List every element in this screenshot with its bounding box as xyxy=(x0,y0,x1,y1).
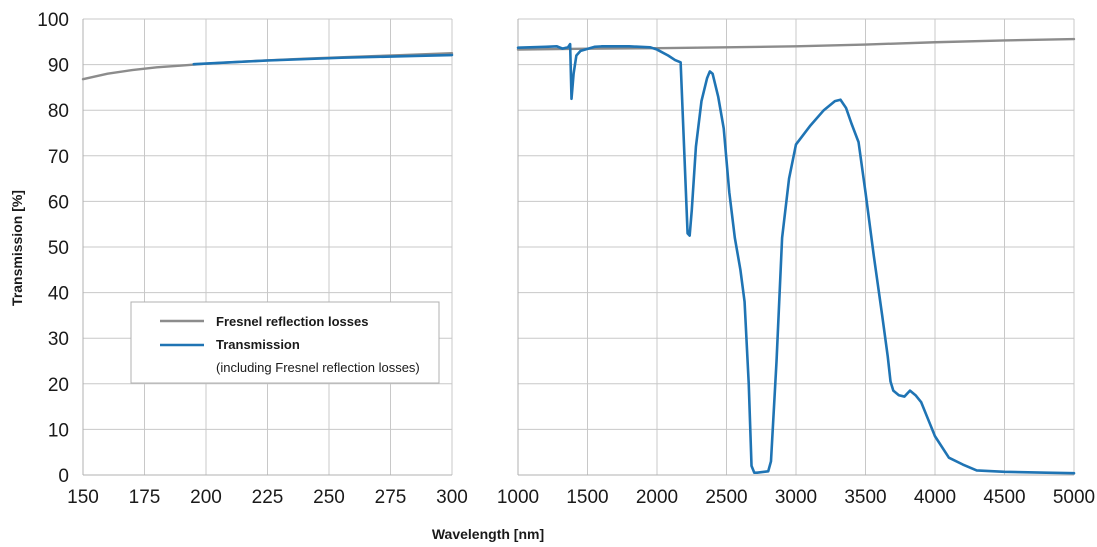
transmission-series-line xyxy=(192,53,454,66)
y-tick-label: 10 xyxy=(48,420,69,441)
x-tick-label: 250 xyxy=(313,487,345,508)
y-axis-title: Transmission [%] xyxy=(9,190,25,306)
y-tick-label: 30 xyxy=(48,329,69,350)
fresnel-series-line xyxy=(516,37,1076,51)
y-tick-label: 70 xyxy=(48,147,69,168)
x-tick-label: 225 xyxy=(252,487,284,508)
x-tick-label: 300 xyxy=(436,487,468,508)
x-tick-label: 4000 xyxy=(914,487,956,508)
y-tick-label: 100 xyxy=(37,10,69,31)
legend-transmission-label: Transmission xyxy=(216,337,300,352)
legend-fresnel-label: Fresnel reflection losses xyxy=(216,314,368,329)
x-tick-label: 175 xyxy=(129,487,161,508)
x-tick-label: 5000 xyxy=(1053,487,1095,508)
y-tick-label: 0 xyxy=(58,466,69,487)
right-panel: 1000 1500 2000 2500 3000 3500 4000 4500 5000 xyxy=(497,18,1095,508)
y-tick-label: 20 xyxy=(48,375,69,396)
x-axis-title: Wavelength [nm] xyxy=(432,526,544,542)
x-tick-label: 1000 xyxy=(497,487,539,508)
x-tick-label: 2500 xyxy=(705,487,747,508)
y-tick-label: 80 xyxy=(48,101,69,122)
y-tick-label: 40 xyxy=(48,284,69,305)
transmission-series-line xyxy=(516,42,1076,475)
left-panel: 150 175 200 225 250 275 300 xyxy=(67,18,468,508)
legend-box xyxy=(130,301,440,384)
x-tick-label: 150 xyxy=(67,487,99,508)
y-tick-label: 50 xyxy=(48,238,69,259)
x-tick-label: 4500 xyxy=(983,487,1025,508)
x-tick-label: 3000 xyxy=(775,487,817,508)
y-tick-label: 60 xyxy=(48,192,69,213)
legend: Fresnel reflection losses Transmission (… xyxy=(130,301,440,384)
x-tick-label: 3500 xyxy=(844,487,886,508)
x-tick-label: 2000 xyxy=(636,487,678,508)
y-axis-ticks: 0 10 20 30 40 50 60 70 80 90 100 xyxy=(37,10,69,487)
y-tick-label: 90 xyxy=(48,56,69,77)
x-tick-label: 1500 xyxy=(566,487,608,508)
legend-transmission-sublabel: (including Fresnel reflection losses) xyxy=(216,360,420,375)
x-tick-label: 275 xyxy=(375,487,407,508)
x-tick-label: 200 xyxy=(190,487,222,508)
